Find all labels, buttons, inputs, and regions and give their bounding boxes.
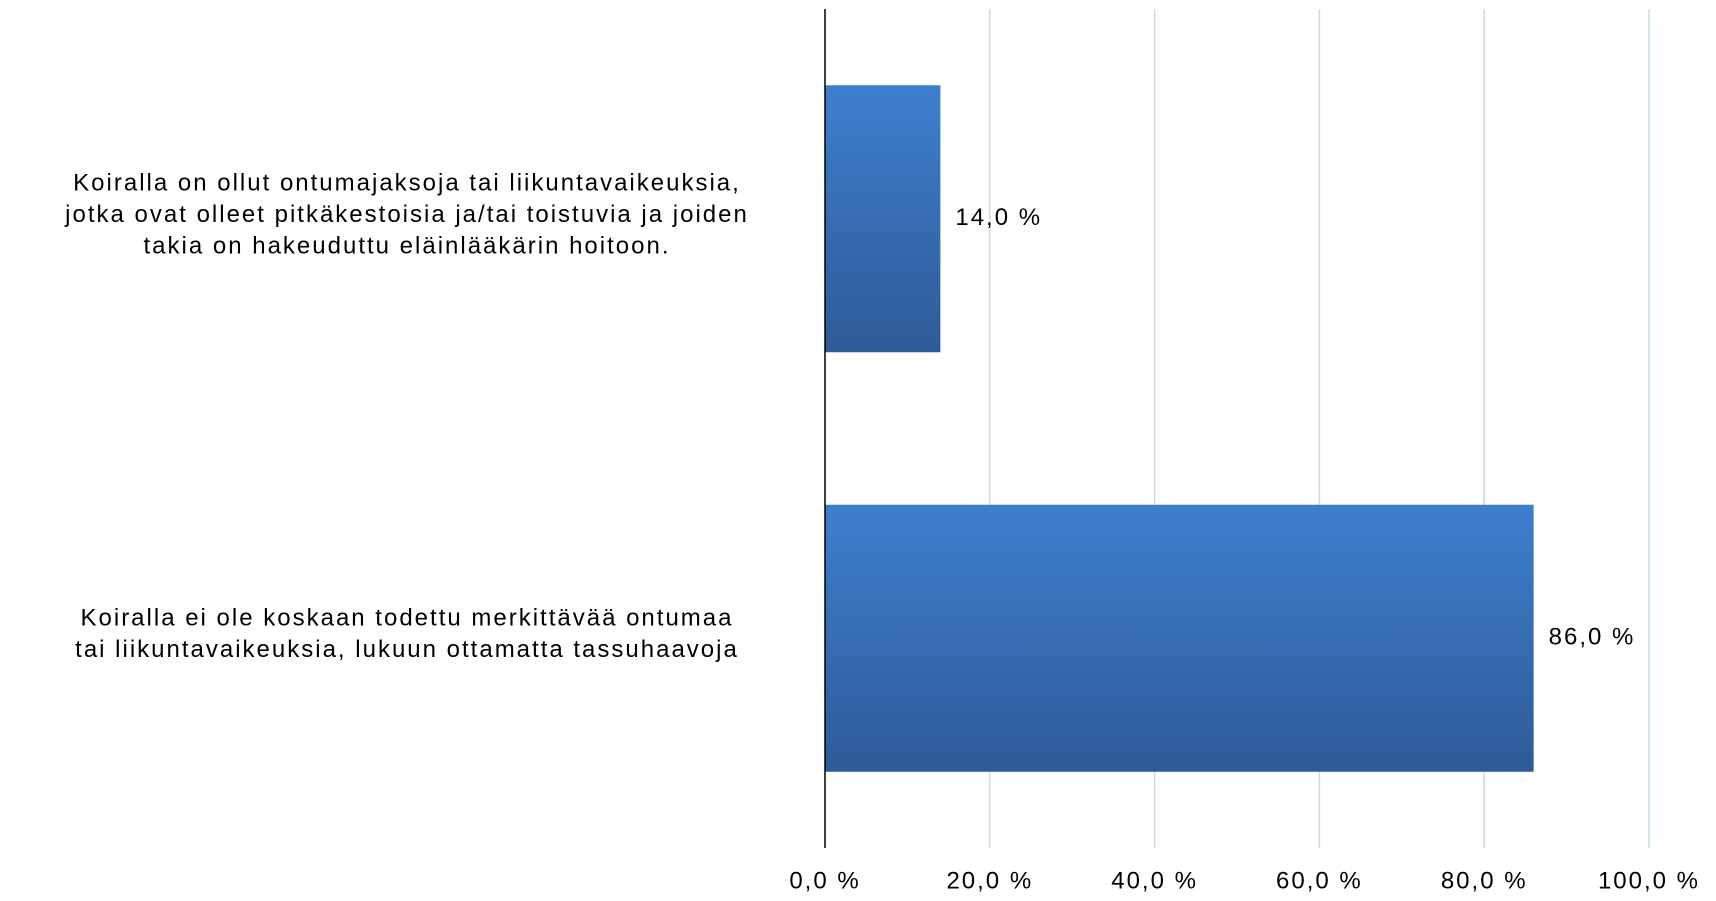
x-tick-label: 60,0 % — [1276, 867, 1363, 894]
x-tick-label: 0,0 % — [789, 867, 860, 894]
x-tick-label: 40,0 % — [1111, 867, 1198, 894]
category-label: Koiralla on ollut ontumajaksoja tai liik… — [64, 170, 749, 260]
x-tick-label: 20,0 % — [946, 867, 1033, 894]
value-label: 86,0 % — [1549, 624, 1636, 651]
category-label: Koiralla ei ole koskaan todettu merkittä… — [75, 605, 739, 664]
value-label: 14,0 % — [955, 204, 1042, 231]
x-tick-label: 80,0 % — [1441, 867, 1528, 894]
bar — [825, 85, 941, 353]
bar — [825, 504, 1534, 772]
x-tick-label: 100,0 % — [1598, 867, 1700, 894]
